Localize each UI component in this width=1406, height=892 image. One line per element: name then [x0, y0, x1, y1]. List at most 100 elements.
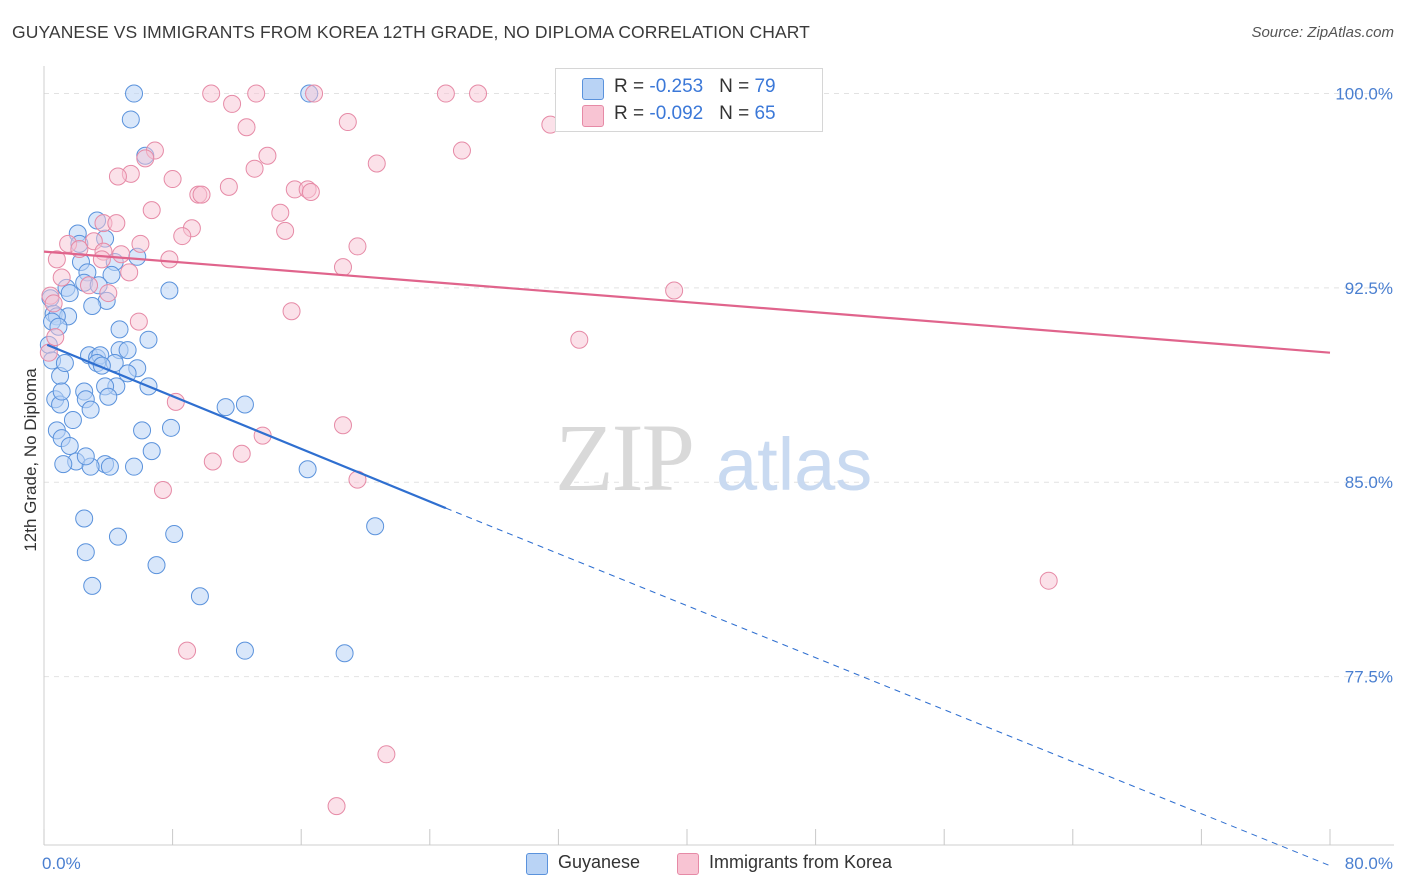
korea-point — [219, 177, 238, 196]
grid-lines — [44, 93, 1394, 678]
n-label: N = — [719, 76, 755, 97]
korea-point — [245, 159, 264, 178]
n-label: N = — [719, 103, 755, 124]
guyanese-point — [81, 400, 100, 419]
korea-point — [47, 250, 66, 269]
korea-point — [301, 183, 320, 202]
chart-title: GUYANESE VS IMMIGRANTS FROM KOREA 12TH G… — [12, 22, 810, 42]
korea-point — [223, 94, 242, 113]
watermark: ZIP atlas — [555, 404, 872, 511]
x-tick-label-0: 0.0% — [42, 854, 81, 873]
guyanese-point — [335, 644, 354, 663]
korea-point — [107, 214, 126, 233]
guyanese-point — [102, 265, 121, 284]
trend-lines — [43, 250, 1331, 867]
guyanese-point — [108, 527, 127, 546]
korea-point — [367, 154, 386, 173]
guyanese-point — [125, 84, 144, 103]
korea-point — [665, 281, 684, 300]
korea-point — [129, 312, 148, 331]
korea-point — [112, 245, 131, 264]
r-label: R = — [614, 103, 650, 124]
korea-point — [44, 294, 63, 313]
guyanese-point — [60, 284, 79, 303]
korea-point — [327, 797, 346, 816]
guyanese-point — [235, 641, 254, 660]
guyanese-point — [165, 525, 184, 544]
source-label: Source: ZipAtlas.com — [1251, 24, 1394, 41]
guyanese-point — [298, 460, 317, 479]
korea-swatch — [582, 105, 604, 127]
korea-point — [237, 118, 256, 137]
y-tick-label-0: 100.0% — [1335, 85, 1393, 104]
y-tick-label-3: 77.5% — [1345, 668, 1393, 687]
guyanese-swatch — [582, 78, 604, 100]
korea-point — [136, 149, 155, 168]
korea-point — [452, 141, 471, 160]
korea-point — [131, 234, 150, 253]
r-value-korea: -0.092 — [649, 103, 704, 124]
korea-point — [258, 146, 277, 165]
korea-point — [192, 185, 211, 204]
guyanese-point — [118, 341, 137, 360]
y-axis-label: 12th Grade, No Diploma — [21, 368, 40, 552]
korea-point — [271, 203, 290, 222]
korea-point — [142, 201, 161, 220]
korea-point — [1039, 571, 1058, 590]
korea-point — [348, 237, 367, 256]
korea-point — [305, 84, 324, 103]
guyanese-trend-line — [46, 343, 447, 510]
guyanese-point — [54, 455, 73, 474]
korea-point — [80, 276, 99, 295]
x-tick-label-1: 80.0% — [1345, 854, 1393, 873]
korea-point — [282, 302, 301, 321]
korea-point — [570, 330, 589, 349]
guyanese-point — [110, 320, 129, 339]
guyanese-point — [83, 297, 102, 316]
korea-point — [92, 250, 111, 269]
korea-point — [120, 263, 139, 282]
korea-point — [469, 84, 488, 103]
y-tick-label-1: 92.5% — [1345, 279, 1393, 298]
korea-point — [202, 84, 221, 103]
guyanese-point — [100, 457, 119, 476]
guyanese-point — [147, 556, 166, 575]
guyanese-point — [190, 587, 209, 606]
guyanese-point — [235, 395, 254, 414]
guyanese-point — [161, 418, 180, 437]
legend-label-guyanese: Guyanese — [558, 852, 641, 872]
korea-point — [338, 113, 357, 132]
guyanese-point — [125, 457, 144, 476]
guyanese-point — [76, 543, 95, 562]
guyanese-point — [63, 411, 82, 430]
tick-labels: 100.0% 92.5% 85.0% 77.5% 0.0% 80.0% — [42, 85, 1393, 873]
korea-point — [436, 84, 455, 103]
n-value-guyanese: 79 — [754, 76, 776, 97]
r-value-guyanese: -0.253 — [649, 76, 704, 97]
guyanese-point — [75, 509, 94, 528]
korea-point — [108, 167, 127, 186]
korea-swatch — [677, 853, 699, 875]
n-value-korea: 65 — [754, 103, 776, 124]
y-tick-label-2: 85.0% — [1345, 473, 1393, 492]
guyanese-point — [142, 442, 161, 461]
guyanese-points — [39, 84, 385, 663]
korea-point — [163, 170, 182, 189]
korea-point — [276, 221, 295, 240]
guyanese-point — [139, 330, 158, 349]
korea-point — [153, 481, 172, 500]
guyanese-point — [60, 436, 79, 455]
korea-trend-line — [43, 250, 1331, 354]
korea-point — [46, 328, 65, 347]
korea-point — [333, 416, 352, 435]
korea-point — [247, 84, 266, 103]
watermark-atlas: atlas — [716, 423, 872, 506]
watermark-zip: ZIP — [555, 404, 693, 511]
korea-point — [52, 268, 71, 287]
guyanese-point — [121, 110, 140, 129]
korea-points — [39, 84, 1058, 816]
korea-point — [203, 452, 222, 471]
korea-point — [99, 284, 118, 303]
korea-point — [178, 641, 197, 660]
guyanese-point — [99, 387, 118, 406]
